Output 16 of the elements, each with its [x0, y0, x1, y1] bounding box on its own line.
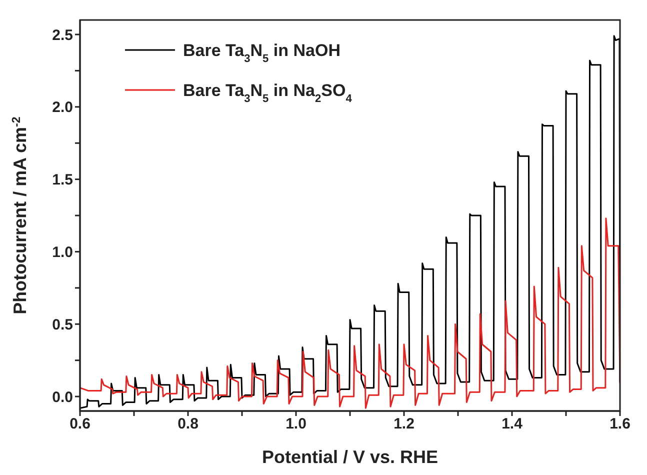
legend-label: Bare Ta$_{3}$N$_{5}$ in Na$_{2}$SO$_{4}$ — [183, 81, 353, 105]
x-tick-label: 0.8 — [178, 416, 198, 433]
y-tick-label: 0.0 — [52, 388, 73, 406]
y-tick-label: 1.0 — [52, 244, 73, 262]
x-tick-label: 1.6 — [610, 416, 630, 433]
y-tick-label: 1.5 — [52, 172, 73, 189]
x-tick-label: 1.4 — [502, 416, 524, 433]
x-tick-label: 1.2 — [394, 416, 414, 433]
x-tick-label: 1.0 — [286, 416, 306, 433]
y-tick-label: 0.5 — [52, 316, 73, 334]
y-tick-label: 2.0 — [52, 99, 73, 116]
line-series — [80, 218, 620, 409]
x-tick-label: 0.6 — [70, 416, 90, 433]
legend-label: Bare Ta$_{3}$N$_{5}$ in NaOH — [183, 41, 340, 65]
x-axis-title: Potential / V vs. RHE — [262, 447, 438, 467]
y-tick-label: 2.5 — [52, 26, 73, 44]
